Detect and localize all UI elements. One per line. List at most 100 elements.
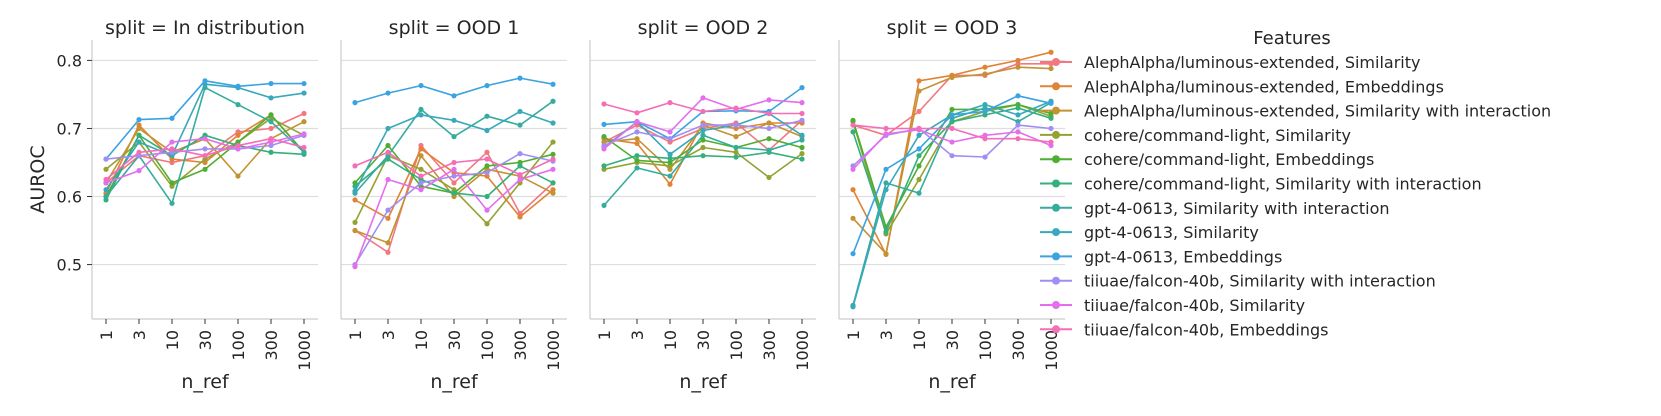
y-tick-label: 0.8 — [57, 51, 82, 70]
data-point — [550, 98, 556, 104]
data-point — [766, 136, 772, 142]
data-point — [634, 136, 640, 142]
data-point — [1015, 105, 1021, 111]
data-point — [550, 151, 556, 157]
data-point — [850, 166, 856, 172]
data-point — [301, 131, 307, 137]
data-point — [268, 136, 274, 142]
data-point — [484, 156, 490, 162]
series-line — [603, 146, 803, 179]
data-point — [949, 153, 955, 159]
data-point — [136, 125, 142, 132]
legend-label: tiiuae/falcon-40b, Similarity — [1084, 296, 1305, 315]
data-point — [982, 108, 988, 115]
data-point — [418, 106, 424, 113]
data-point — [451, 180, 457, 186]
data-point — [103, 156, 109, 162]
legend-item: cohere/command-light, Embeddings — [1040, 150, 1374, 169]
data-point — [352, 197, 358, 203]
panel-2: split = OOD 1 1 3 10 30 100 300 1000 n_ref — [340, 17, 567, 393]
y-tick-label: 0.5 — [57, 256, 82, 275]
series-12 — [103, 136, 307, 183]
data-point — [484, 113, 490, 119]
data-point — [982, 154, 988, 160]
x-tick-label: 1000 — [544, 330, 563, 371]
legend-item: tiiuae/falcon-40b, Similarity — [1040, 296, 1305, 315]
data-point — [169, 200, 175, 206]
legend-swatch-marker — [1052, 325, 1060, 334]
legend-label: gpt-4-0613, Similarity — [1084, 223, 1259, 242]
data-point — [352, 227, 358, 234]
data-point — [484, 207, 490, 213]
data-point — [268, 95, 274, 101]
data-point — [103, 176, 109, 183]
legend-swatch-marker — [1052, 130, 1060, 139]
legend-item: gpt-4-0613, Similarity with interaction — [1040, 199, 1390, 218]
data-point — [667, 173, 673, 179]
data-point — [634, 157, 640, 164]
y-tick-label: 0.6 — [57, 188, 82, 207]
series-6 — [850, 105, 1054, 235]
legend-swatch-marker — [1052, 276, 1060, 285]
x-tick-label: 100 — [478, 330, 497, 361]
data-point — [916, 108, 922, 115]
series-6 — [601, 149, 805, 169]
data-point — [1048, 110, 1054, 117]
series-9 — [850, 93, 1054, 257]
data-point — [916, 88, 922, 94]
data-point — [700, 144, 706, 151]
legend-item: tiiuae/falcon-40b, Similarity with inter… — [1040, 272, 1436, 291]
data-point — [268, 125, 274, 132]
legend-label: gpt-4-0613, Embeddings — [1084, 247, 1282, 266]
data-point — [916, 176, 922, 183]
data-point — [1048, 139, 1054, 145]
legend-swatch-marker — [1052, 58, 1060, 66]
data-point — [883, 229, 889, 235]
x-tick-label: 100 — [727, 330, 746, 361]
data-point — [634, 140, 640, 147]
panel-3: split = OOD 2 1 3 10 30 100 300 1000 n_ref — [589, 17, 816, 393]
data-point — [634, 129, 640, 135]
x-axis-label: n_ref — [928, 371, 977, 393]
x-tick-label: 10 — [163, 330, 182, 350]
x-tick-label: 1 — [595, 330, 614, 340]
series-9 — [352, 75, 556, 106]
data-point — [916, 125, 922, 132]
data-point — [1048, 125, 1054, 132]
data-point — [700, 153, 706, 159]
legend: Features AlephAlpha/luminous-extended, Si… — [1040, 28, 1551, 339]
data-point — [418, 180, 424, 186]
data-point — [169, 180, 175, 186]
data-point — [766, 97, 772, 103]
data-point — [169, 146, 175, 152]
series-10 — [352, 151, 556, 268]
y-tick-label: 0.7 — [57, 119, 82, 138]
legend-label: cohere/command-light, Embeddings — [1084, 150, 1374, 169]
data-point — [268, 149, 274, 155]
data-point — [484, 193, 490, 200]
data-point — [352, 219, 358, 225]
data-point — [451, 166, 457, 172]
data-point — [766, 110, 772, 117]
data-point — [766, 125, 772, 132]
x-tick-label: 10 — [412, 330, 431, 350]
x-tick-label: 100 — [229, 330, 248, 361]
x-tick-label: 300 — [262, 330, 281, 361]
data-point — [916, 163, 922, 169]
data-point — [667, 136, 673, 142]
data-point — [418, 82, 424, 89]
data-point — [484, 170, 490, 176]
data-point — [352, 163, 358, 169]
x-tick-label: 1000 — [1042, 330, 1061, 371]
data-point — [418, 173, 424, 179]
data-point — [799, 100, 805, 106]
data-point — [1048, 100, 1054, 106]
data-point — [517, 151, 523, 157]
x-tick-label: 10 — [661, 330, 680, 350]
y-axis-label: AUROC — [27, 145, 49, 213]
data-point — [550, 166, 556, 172]
data-point — [352, 264, 358, 270]
series-5 — [601, 134, 805, 166]
panel-title: split = OOD 2 — [638, 17, 769, 39]
